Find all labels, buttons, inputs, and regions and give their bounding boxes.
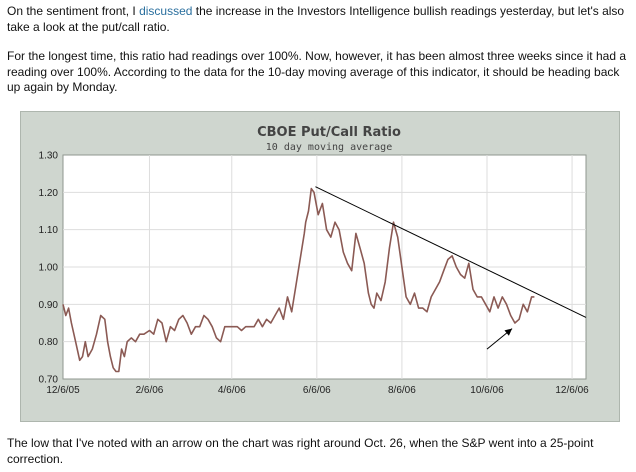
- discussed-link[interactable]: discussed: [139, 4, 193, 18]
- series-layer: [62, 186, 587, 373]
- put-call-chart: CBOE Put/Call Ratio 10 day moving averag…: [39, 125, 590, 396]
- x-tick-label: 6/6/06: [303, 385, 331, 396]
- x-tick-label: 4/6/06: [218, 385, 246, 396]
- x-tick-label: 10/6/06: [470, 385, 504, 396]
- y-tick-label: 1.20: [39, 188, 59, 199]
- y-tick-label: 0.80: [39, 337, 59, 348]
- intro-paragraph: On the sentiment front, I discussed the …: [7, 4, 632, 35]
- x-tick-label: 2/6/06: [136, 385, 164, 396]
- y-tick-label: 0.90: [39, 300, 59, 311]
- x-tick-label: 12/6/06: [555, 385, 589, 396]
- arrow-head: [504, 328, 513, 336]
- x-axis: 12/6/05 2/6/06 4/6/06 6/6/06 8/6/06 10/6/06 12…: [46, 385, 589, 396]
- y-tick-label: 1.10: [39, 225, 59, 236]
- intro-text-end: the increase in the Investors Intelligen…: [7, 4, 625, 34]
- ratio-paragraph: For the longest time, this ratio had rea…: [7, 49, 627, 94]
- x-tick-label: 12/6/05: [46, 385, 80, 396]
- intro-text-start: On the sentiment front, I: [7, 4, 140, 18]
- x-tick-label: 8/6/06: [388, 385, 416, 396]
- chart-title: CBOE Put/Call Ratio: [257, 125, 401, 140]
- conclusion-paragraph: The low that I've noted with an arrow on…: [7, 436, 594, 466]
- y-axis: 1.30 1.20 1.10 1.00 0.90 0.80 0.70: [39, 151, 59, 386]
- annotation-layer: [486, 328, 513, 350]
- chart-subtitle: 10 day moving average: [266, 142, 392, 153]
- y-tick-label: 1.30: [39, 151, 59, 162]
- trend-line: [315, 186, 587, 318]
- y-tick-label: 1.00: [39, 263, 59, 274]
- chart-container: CBOE Put/Call Ratio 10 day moving averag…: [20, 111, 620, 422]
- grid-layer: [63, 155, 586, 379]
- y-tick-label: 0.70: [39, 375, 59, 386]
- put-call-series-line: [62, 187, 535, 373]
